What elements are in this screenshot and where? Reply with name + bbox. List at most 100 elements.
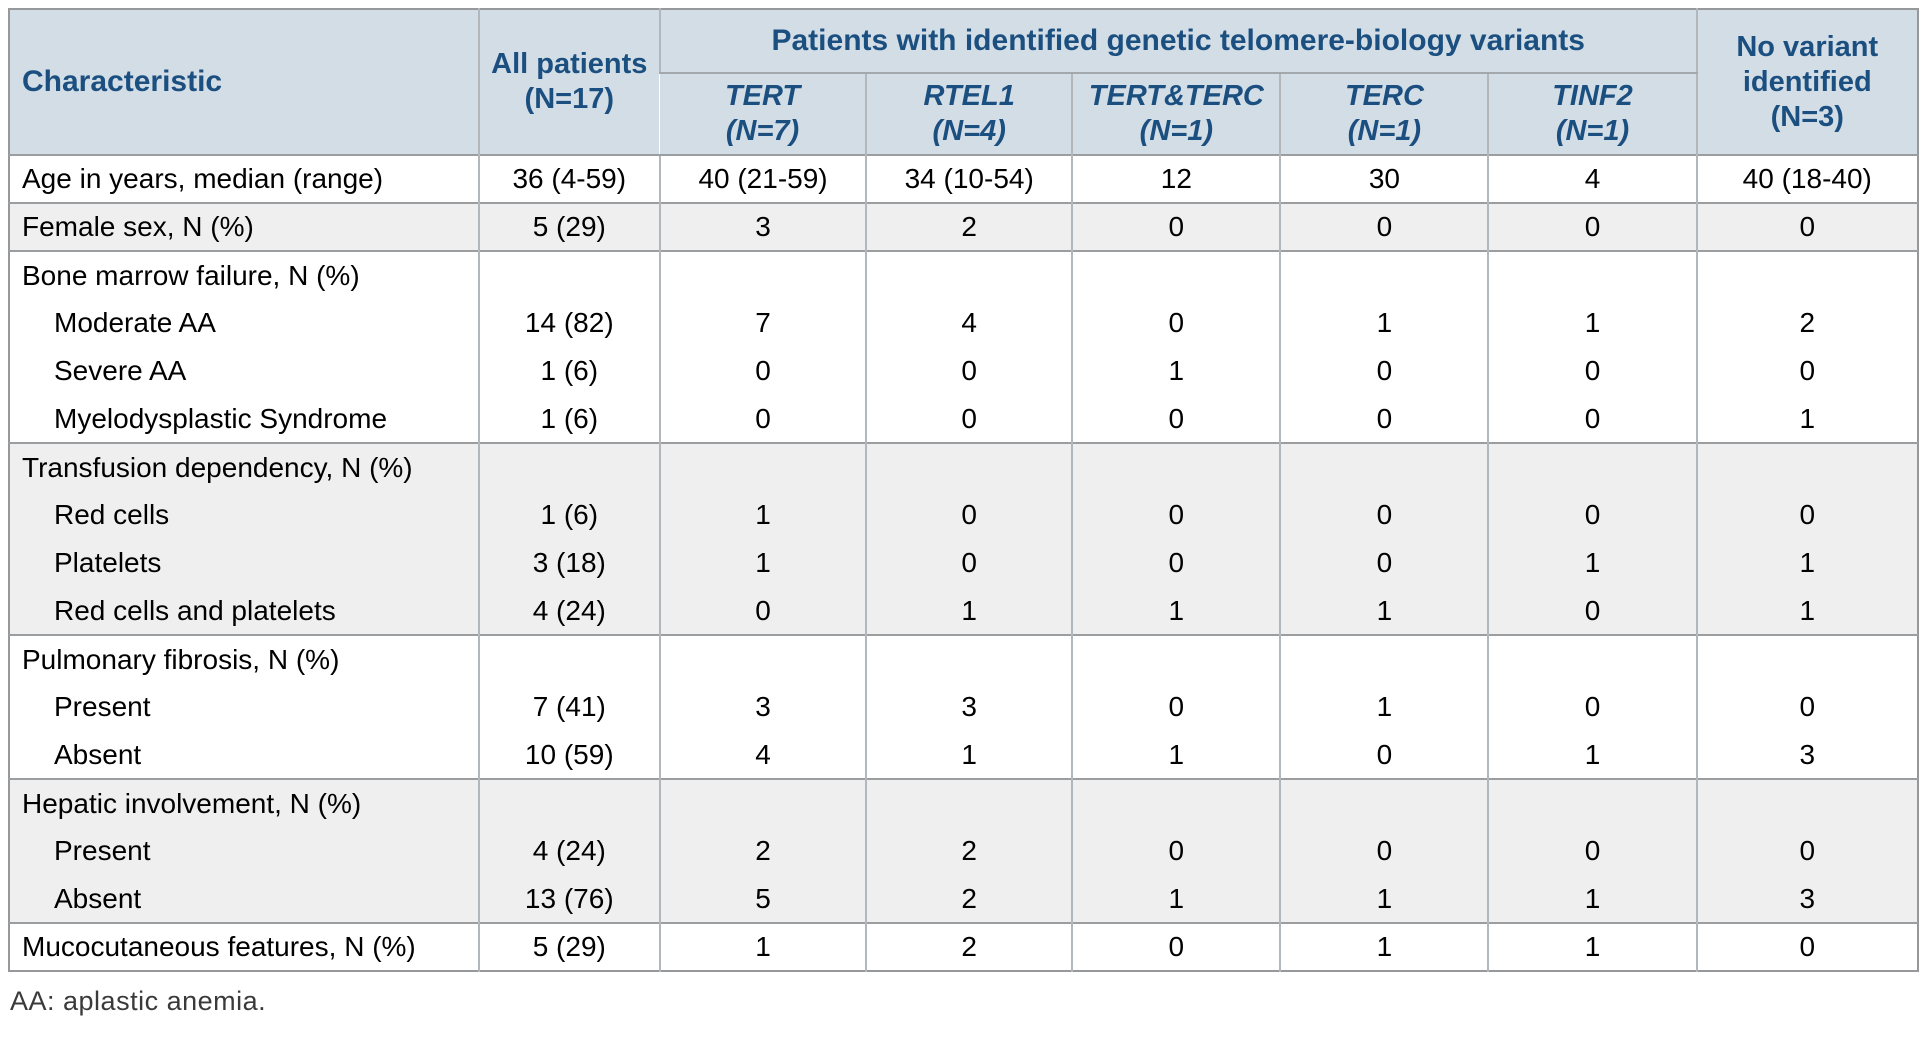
cell-value: 0 [1487, 491, 1697, 539]
cell-value: 0 [865, 395, 1073, 443]
row-label: Platelets [9, 539, 479, 587]
gene-name: RTEL1 [923, 80, 1015, 112]
cell-value: 0 [1487, 587, 1697, 635]
cell-value: 1 [1071, 347, 1281, 395]
cell-value: 0 [1279, 395, 1489, 443]
cell-value: 2 [865, 875, 1073, 923]
cell-value: 0 [658, 347, 867, 395]
cell-value: 1 [1487, 875, 1697, 923]
cell-value: 1 [658, 539, 867, 587]
cell-value [658, 778, 867, 827]
cell-value [658, 250, 867, 299]
no-variant-n: (N=3) [1770, 100, 1844, 133]
row-label: Bone marrow failure, N (%) [9, 250, 479, 299]
cell-value: 1 [1487, 731, 1697, 779]
cell-value: 0 [1279, 827, 1489, 875]
row-label: Present [54, 691, 151, 722]
all-patients-n: (N=17) [524, 83, 614, 115]
table-row: Absent 10 (59) 4 1 1 0 1 3 [9, 731, 1918, 779]
cell-value: 0 [1279, 731, 1489, 779]
cell-value: 0 [1071, 539, 1281, 587]
column-header-tinf2: TINF2 (N=1) [1487, 73, 1697, 155]
cell-value [658, 442, 867, 491]
cell-value: 0 [865, 539, 1073, 587]
cell-value [658, 634, 867, 683]
cell-value [1487, 442, 1697, 491]
cell-value: 0 [1279, 491, 1489, 539]
cell-value [477, 634, 660, 683]
cell-value: 1 [1695, 539, 1918, 587]
row-label: Absent [9, 875, 479, 923]
row-label: Mucocutaneous features, N (%) [9, 922, 479, 971]
column-header-tert: TERT (N=7) [659, 73, 867, 155]
cell-value: 1 [1695, 587, 1918, 635]
cell-value: 7 (41) [477, 683, 660, 731]
cell-value: 3 [658, 202, 867, 251]
cell-value: 0 [1071, 683, 1281, 731]
cell-value: 34 (10-54) [865, 154, 1073, 203]
table-footnote: AA: aplastic anemia. [10, 986, 267, 1016]
table-row: Moderate AA 14 (82) 7 4 0 1 1 2 [9, 299, 1918, 347]
cell-value [865, 778, 1073, 827]
cell-value: 10 (59) [477, 731, 660, 779]
cell-value [1071, 778, 1281, 827]
cell-value [1695, 778, 1918, 827]
gene-n: (N=4) [932, 115, 1006, 147]
gene-name: TINF2 [1552, 80, 1633, 112]
cell-value: 0 [1695, 491, 1918, 539]
cell-value: 12 [1071, 154, 1281, 203]
cell-value: 4 [1487, 154, 1697, 203]
row-label: Moderate AA [54, 307, 216, 338]
cell-value: 1 [1487, 539, 1697, 587]
cell-value: 0 [1071, 922, 1281, 971]
cell-value: 0 [1071, 299, 1281, 347]
cell-value [477, 250, 660, 299]
cell-value: 30 [1279, 154, 1489, 203]
page: Characteristic All patients (N=17) Patie… [8, 8, 1919, 1016]
cell-value: 3 [1695, 875, 1918, 923]
cell-value: 2 [658, 827, 867, 875]
row-label: Hepatic involvement, N (%) [9, 778, 479, 827]
cell-value: 0 [1487, 347, 1697, 395]
gene-n: (N=1) [1139, 115, 1213, 147]
cell-value: 0 [1071, 202, 1281, 251]
cell-value: 2 [865, 922, 1073, 971]
cell-value [1071, 250, 1281, 299]
row-label: Pulmonary fibrosis, N (%) [9, 634, 479, 683]
gene-n: (N=1) [1347, 115, 1422, 147]
cell-value: 1 [1279, 299, 1489, 347]
cell-value: 0 [1487, 395, 1697, 443]
gene-name: TERT [724, 80, 801, 112]
cell-value [1071, 634, 1281, 683]
cell-value: 1 [1487, 922, 1697, 971]
cell-value: 0 [1279, 347, 1489, 395]
table-row: Absent 13 (76) 5 2 1 1 1 3 [9, 875, 1918, 923]
cell-value: 1 [1071, 587, 1281, 635]
cell-value: 40 (21-59) [658, 154, 867, 203]
cell-value: 4 [658, 731, 867, 779]
table-row: Mucocutaneous features, N (%) 5 (29) 1 2 0 1 1… [9, 922, 1918, 971]
cell-value: 3 [658, 683, 867, 731]
cell-value [1279, 250, 1489, 299]
gene-n: (N=7) [725, 115, 800, 147]
all-patients-label: All patients [491, 48, 648, 80]
cell-value: 0 [1487, 827, 1697, 875]
cell-value: 0 [1487, 683, 1697, 731]
column-group-header-variants: Patients with identified genetic telomer… [658, 9, 1697, 74]
cell-value: 5 (29) [477, 202, 660, 251]
cell-value: 0 [1487, 202, 1697, 251]
row-label: Red cells [9, 491, 479, 539]
cell-value: 0 [1279, 539, 1489, 587]
column-header-rtel1: RTEL1 (N=4) [865, 73, 1073, 155]
row-label: Present [9, 827, 479, 875]
cell-value: 36 (4-59) [477, 154, 660, 203]
table-body: Age in years, median (range) 36 (4-59) 40 … [9, 154, 1918, 971]
cell-value: 0 [1695, 827, 1918, 875]
row-label: Age in years, median (range) [9, 154, 479, 203]
cell-value: 14 (82) [477, 299, 660, 347]
cell-value: 1 [1487, 299, 1697, 347]
table-row: Red cells 1 (6) 1 0 0 0 0 0 [9, 491, 1918, 539]
table-row: Myelodysplastic Syndrome 1 (6) 0 0 0 0 0 1 [9, 395, 1918, 443]
cell-value [1695, 250, 1918, 299]
gene-name: TERC [1344, 80, 1424, 112]
